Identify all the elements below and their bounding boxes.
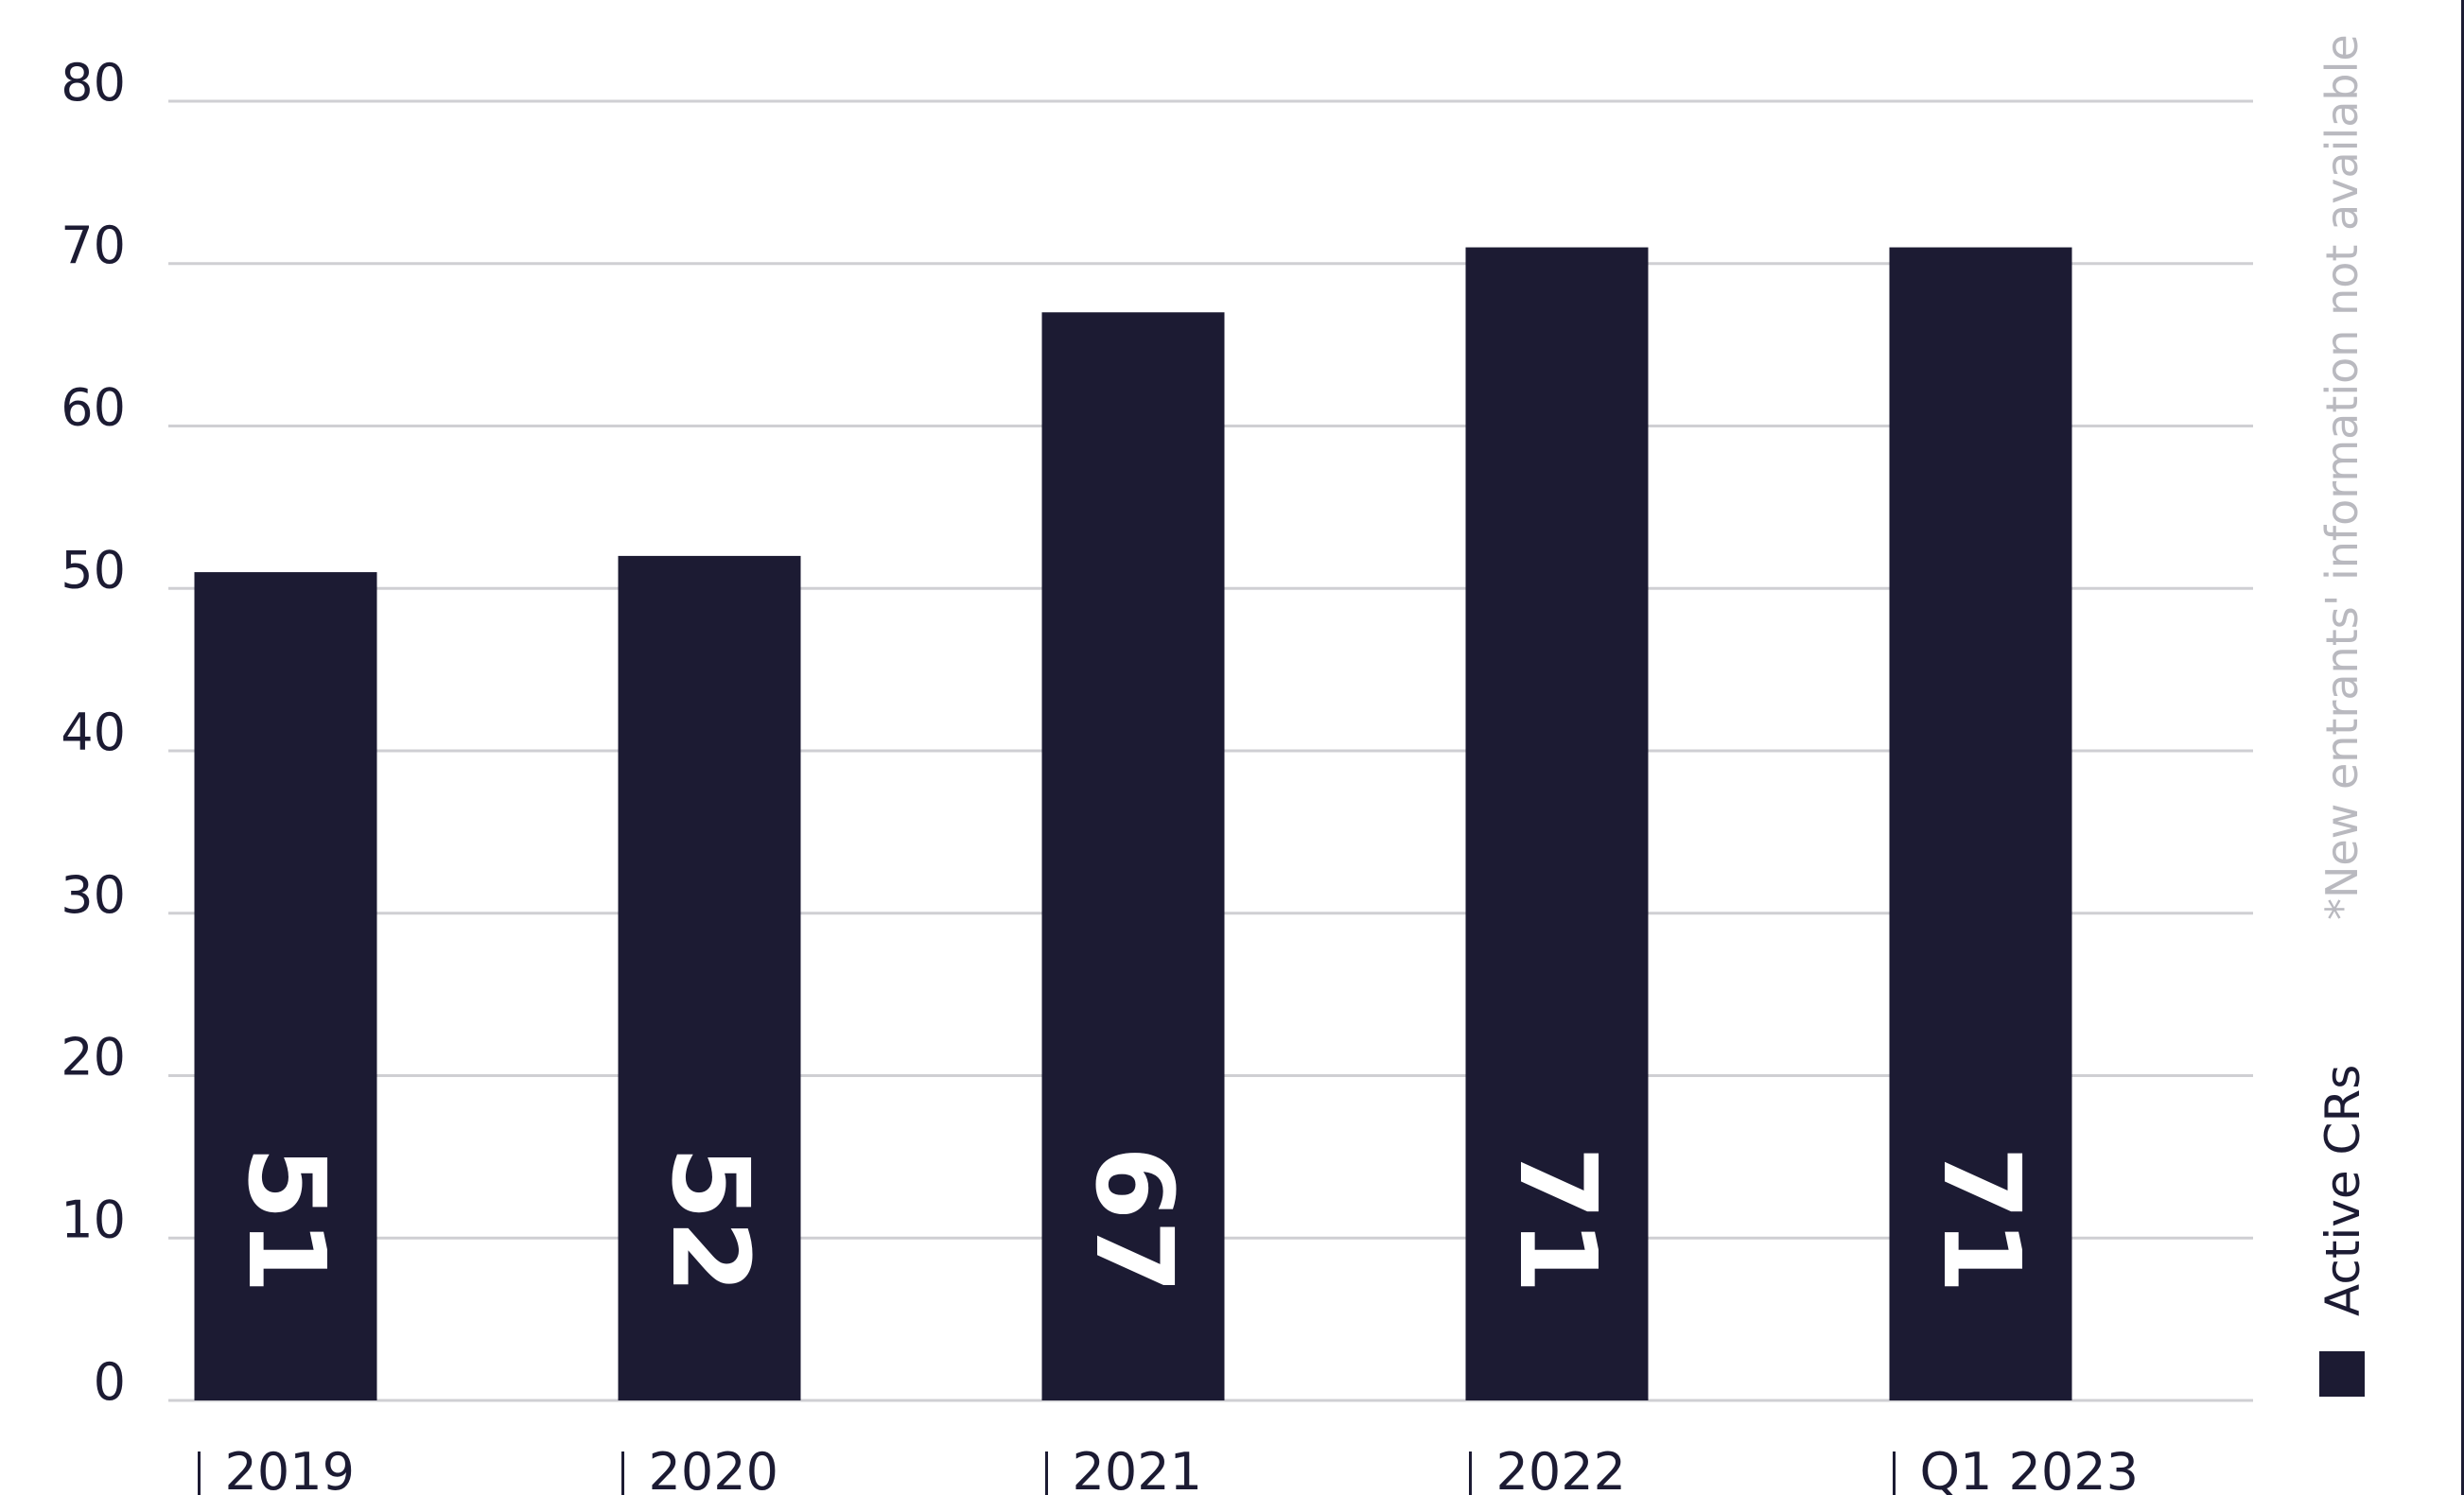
bar-2020 (618, 555, 801, 1400)
y-tick-label-20: 20 (61, 1028, 126, 1087)
y-tick-label-80: 80 (61, 53, 126, 113)
y-tick-label-30: 30 (61, 865, 126, 925)
data-label-2022: 71 (1495, 1146, 1618, 1294)
y-tick-label-0: 0 (94, 1352, 126, 1412)
y-tick-label-60: 60 (61, 378, 126, 438)
x-tick-label-2020: 2020 (649, 1442, 778, 1495)
x-tick-label-2019: 2019 (225, 1442, 355, 1495)
legend-swatch-active-crs (2319, 1351, 2365, 1397)
bar-2021 (1041, 312, 1225, 1400)
data-label-2019: 51 (224, 1146, 347, 1294)
legend-label-active-crs: Active CRs (2315, 1065, 2370, 1316)
bars: 51 52 67 71 71 (194, 247, 2072, 1401)
data-label-q1-2023: 71 (1919, 1146, 2042, 1294)
y-tick-label-50: 50 (61, 540, 126, 600)
data-label-2020: 52 (648, 1146, 771, 1294)
bar-q1-2023 (1889, 247, 2072, 1401)
x-tick-label-2021: 2021 (1073, 1442, 1202, 1495)
legend: Active CRs (2315, 1065, 2370, 1397)
right-border (2461, 0, 2464, 1495)
x-tick-label-2022: 2022 (1496, 1442, 1626, 1495)
footnote-text: *New entrants' information not available (2316, 34, 2368, 920)
y-tick-label-70: 70 (61, 216, 126, 275)
bar-2022 (1465, 247, 1649, 1401)
y-tick-label-10: 10 (61, 1190, 126, 1249)
x-tick-label-q1-2023: Q1 2023 (1920, 1442, 2139, 1495)
bar-2019 (194, 572, 377, 1400)
y-axis-ticks: 0 10 20 30 40 50 60 70 80 (61, 53, 126, 1412)
x-axis-ticks: 2019 2020 2021 2022 Q1 2023 (198, 1442, 2139, 1495)
y-tick-label-40: 40 (61, 703, 126, 762)
data-label-2021: 67 (1072, 1146, 1195, 1294)
